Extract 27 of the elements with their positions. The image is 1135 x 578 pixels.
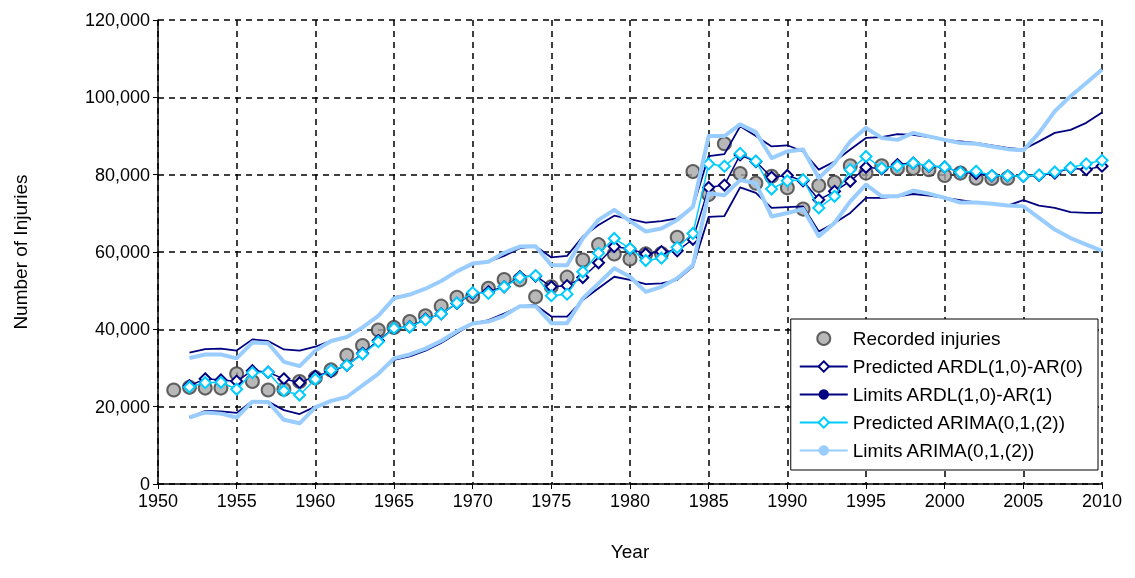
legend-label: Limits ARIMA(0,1,(2)) [852, 440, 1035, 461]
legend-label: Predicted ARDL(1,0)-AR(0) [852, 356, 1083, 377]
x-tick-label: 1950 [137, 491, 179, 511]
x-tick-label: 2005 [1003, 491, 1044, 511]
legend-label: Recorded injuries [852, 328, 1001, 349]
y-tick-label: 20,000 [94, 396, 150, 417]
legend-label: Predicted ARIMA(0,1,(2)) [852, 412, 1066, 433]
x-tick-label: 1980 [609, 491, 651, 511]
y-tick-label: 60,000 [94, 242, 150, 262]
x-tick-label: 2000 [924, 491, 965, 511]
x-tick-label: 1995 [845, 491, 887, 511]
y-tick-label: 120,000 [84, 10, 150, 30]
x-axis-title: Year [610, 541, 650, 562]
y-tick-label: 40,000 [94, 319, 150, 340]
x-tick-label: 1965 [373, 491, 415, 511]
y-tick-label: 80,000 [94, 164, 150, 185]
legend-label: Limits ARDL(1,0)-AR(1) [852, 384, 1053, 405]
x-tick-label: 1985 [688, 491, 729, 511]
y-tick-label: 100,000 [84, 87, 150, 108]
x-tick-label: 1955 [216, 491, 257, 511]
x-tick-label: 1960 [295, 491, 336, 511]
x-tick-label: 1990 [767, 491, 808, 511]
y-tick-label: 0 [139, 474, 150, 494]
y-axis-title: Number of Injuries [10, 174, 31, 330]
x-tick-label: 2010 [1081, 491, 1123, 511]
x-tick-label: 1970 [452, 491, 493, 511]
x-tick-label: 1975 [531, 491, 572, 511]
